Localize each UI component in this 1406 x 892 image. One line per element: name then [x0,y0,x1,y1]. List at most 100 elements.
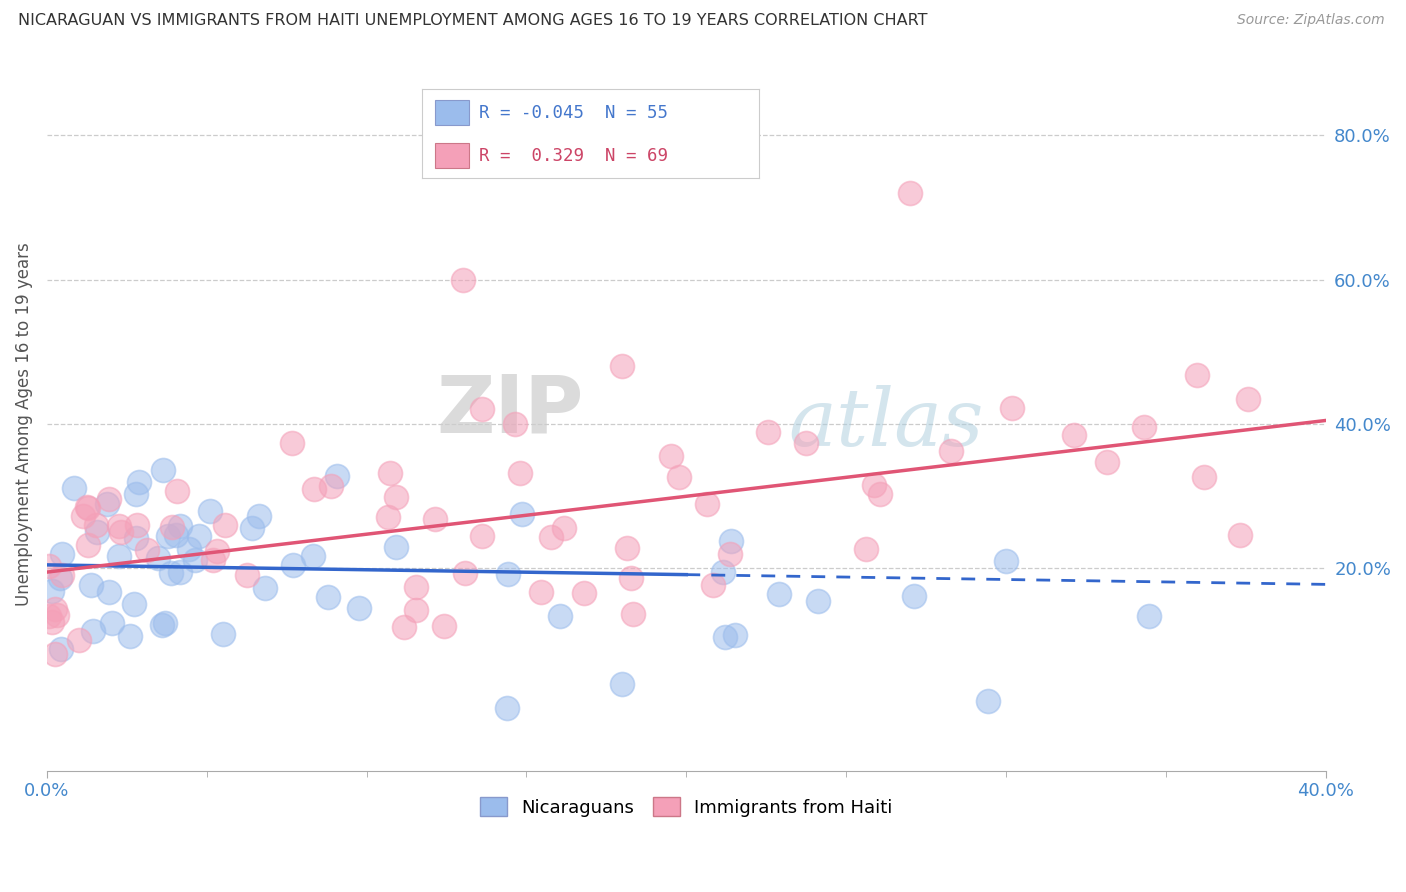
Point [471,402,494,417]
Point [124,531,146,545]
Point [77,501,100,516]
Point [76,500,98,515]
Point [97,584,120,599]
Bar [436,100,470,125]
Point [433,619,456,633]
Point [505,417,527,432]
Point [77,538,100,552]
Point [807,593,830,607]
Point [107,519,129,533]
Point [756,425,779,440]
Point [696,497,718,511]
Point [205,544,228,558]
Point [253,582,276,596]
Point [976,694,998,708]
Point [385,490,408,504]
Point [177,542,200,557]
Point [612,359,634,374]
Point [72,509,94,524]
Point [451,272,474,286]
Point [152,463,174,477]
Point [101,615,124,630]
Point [41,583,63,598]
Point [46,607,69,622]
Point [855,541,877,556]
Point [38,558,60,573]
Point [153,615,176,630]
Point [903,589,925,603]
Point [377,510,399,524]
Point [392,620,415,634]
Text: Source: ZipAtlas.com: Source: ZipAtlas.com [1237,13,1385,28]
Legend: Nicaraguans, Immigrants from Haiti: Nicaraguans, Immigrants from Haiti [472,790,900,824]
Point [1001,401,1024,415]
Point [995,554,1018,568]
Point [124,597,146,611]
Point [51,642,73,657]
Point [572,586,595,600]
Point [165,528,187,542]
Text: R =  0.329  N = 69: R = 0.329 N = 69 [479,146,668,165]
Point [169,519,191,533]
Point [1132,420,1154,434]
Point [405,580,427,594]
Point [616,541,638,555]
Point [620,571,643,585]
Point [1137,609,1160,624]
Point [1187,368,1209,383]
Point [283,558,305,573]
Point [610,676,633,690]
Point [453,566,475,581]
Point [128,475,150,489]
Point [509,466,531,480]
Point [110,524,132,539]
Point [125,518,148,533]
Point [405,603,427,617]
Point [80,577,103,591]
Point [169,565,191,579]
Point [1095,455,1118,469]
Y-axis label: Unemployment Among Ages 16 to 19 years: Unemployment Among Ages 16 to 19 years [15,243,32,606]
Point [713,630,735,644]
Point [720,533,742,548]
Point [280,435,302,450]
Point [214,518,236,533]
Point [188,528,211,542]
Point [471,529,494,543]
Text: ZIP: ZIP [437,371,583,450]
Text: atlas: atlas [789,385,984,463]
Point [1063,428,1085,442]
Point [86,524,108,539]
Point [198,504,221,518]
Point [202,552,225,566]
Point [44,648,66,662]
Point [1229,528,1251,542]
Text: NICARAGUAN VS IMMIGRANTS FROM HAITI UNEMPLOYMENT AMONG AGES 16 TO 19 YEARS CORRE: NICARAGUAN VS IMMIGRANTS FROM HAITI UNEM… [18,13,928,29]
Point [302,549,325,564]
Point [326,469,349,483]
Point [898,186,921,200]
Point [125,487,148,501]
Text: R = -0.045  N = 55: R = -0.045 N = 55 [479,103,668,122]
Point [496,701,519,715]
Point [82,624,104,639]
Point [212,627,235,641]
Point [321,478,343,492]
Point [184,553,207,567]
Point [550,609,572,624]
Point [97,491,120,506]
Point [423,511,446,525]
Point [302,482,325,496]
Point [941,444,963,458]
Point [718,547,741,561]
Bar [436,143,470,168]
Point [659,449,682,463]
Point [540,530,562,544]
Point [41,615,63,630]
Point [51,568,73,582]
Point [702,578,724,592]
Point [49,571,72,585]
Point [668,470,690,484]
Point [530,585,553,599]
Point [621,607,644,622]
